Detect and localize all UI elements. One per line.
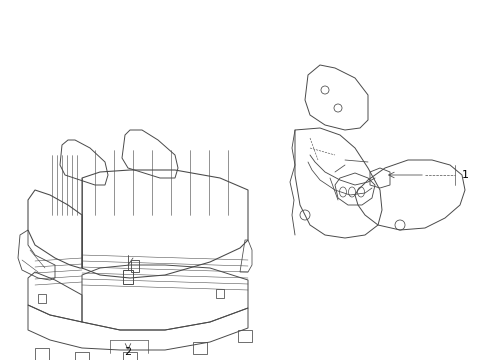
Text: 1: 1 — [461, 170, 468, 180]
Text: 2: 2 — [124, 347, 131, 357]
